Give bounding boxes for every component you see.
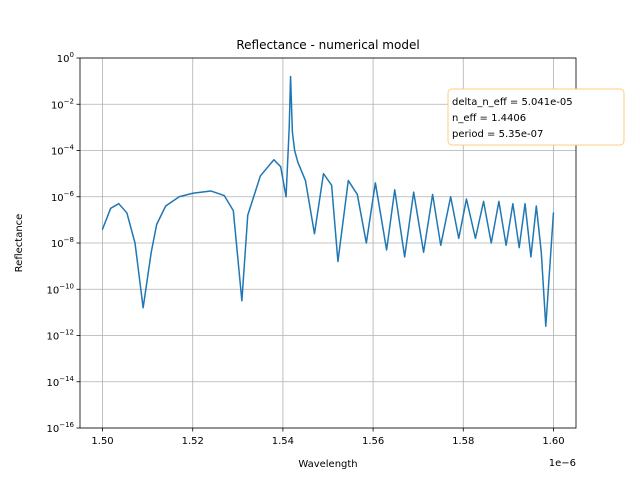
y-axis-label: Reflectance	[14, 214, 25, 273]
x-tick-label: 1.56	[362, 436, 384, 447]
y-axis-ticks: 100 10−2 10−4 10−6 10−8 10−10 10−12 10−14 10−16	[46, 51, 80, 435]
y-tick-label: 10−6	[51, 190, 75, 204]
y-tick-label: 10−2	[51, 97, 74, 111]
y-tick-label: 10−10	[46, 282, 74, 296]
chart-title: Reflectance - numerical model	[236, 38, 419, 52]
series-line-0	[101, 75, 555, 327]
y-tick-label: 10−12	[46, 329, 74, 343]
x-axis-offset-label: 1e−6	[549, 458, 576, 469]
x-axis-label: Wavelength	[298, 459, 357, 470]
x-axis-ticks: 1.50 1.52 1.54 1.56 1.58 1.60	[91, 428, 565, 447]
y-tick-label: 100	[57, 51, 74, 65]
x-tick-label: 1.52	[182, 436, 204, 447]
annotation-line-n-eff: n_eff = 1.4406	[452, 113, 526, 124]
annotation-line-delta-n-eff: delta_n_eff = 5.041e-05	[452, 97, 573, 108]
annotation-line-period: period = 5.35e-07	[452, 129, 543, 140]
series-layer	[101, 75, 555, 327]
y-tick-label: 10−8	[51, 236, 74, 250]
x-tick-label: 1.50	[91, 436, 113, 447]
x-tick-label: 1.58	[452, 436, 474, 447]
y-tick-label: 10−4	[51, 144, 75, 158]
y-tick-label: 10−16	[46, 421, 74, 435]
x-tick-label: 1.60	[542, 436, 564, 447]
y-tick-label: 10−14	[46, 375, 74, 389]
x-tick-label: 1.54	[272, 436, 294, 447]
annotation-box	[447, 88, 625, 146]
parameter-annotation: delta_n_eff = 5.041e-05 n_eff = 1.4406 p…	[447, 88, 625, 146]
